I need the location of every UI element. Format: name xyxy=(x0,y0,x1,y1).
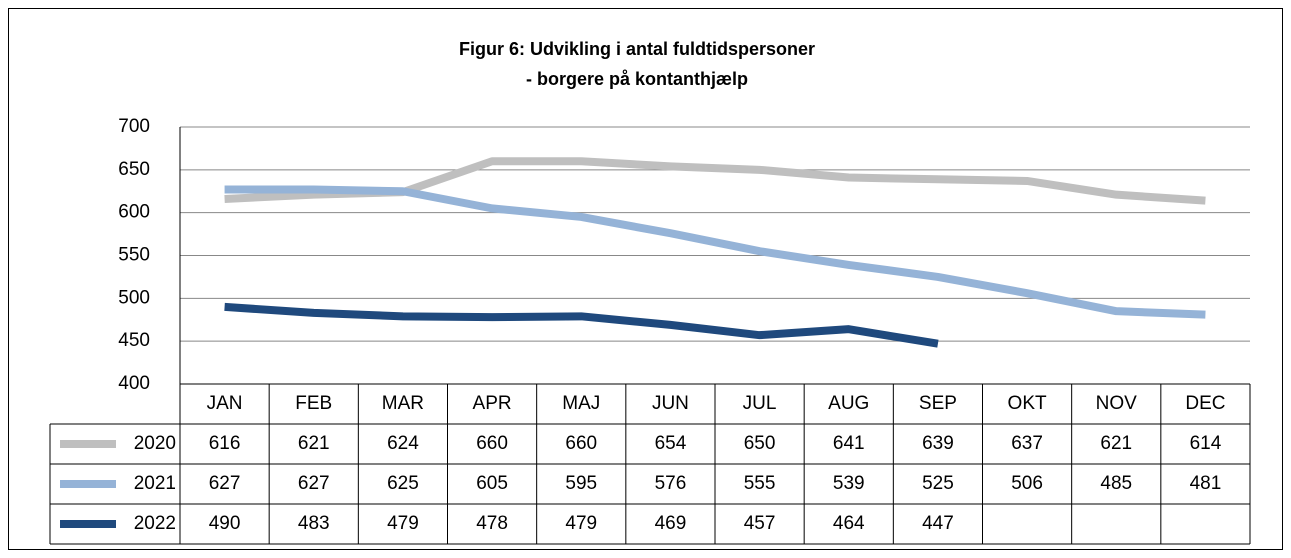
table-value: 525 xyxy=(922,473,954,494)
table-value: 614 xyxy=(1190,433,1222,454)
x-tick-label: DEC xyxy=(1185,393,1225,414)
series-line xyxy=(224,302,939,348)
table-value: 485 xyxy=(1100,473,1132,494)
y-tick-label: 600 xyxy=(118,202,150,223)
table-value: 479 xyxy=(387,513,419,534)
table-value: 481 xyxy=(1190,473,1222,494)
table-value: 595 xyxy=(565,473,597,494)
x-tick-label: AUG xyxy=(828,393,869,414)
table-value: 478 xyxy=(476,513,508,534)
table-value: 660 xyxy=(476,433,508,454)
legend-label: 2022 xyxy=(134,513,176,534)
x-tick-label: APR xyxy=(473,393,512,414)
y-tick-label: 700 xyxy=(118,116,150,137)
table-value: 627 xyxy=(298,473,330,494)
table-value: 660 xyxy=(565,433,597,454)
table-value: 469 xyxy=(655,513,687,534)
table-value: 637 xyxy=(1011,433,1043,454)
table-value: 654 xyxy=(655,433,687,454)
table-value: 639 xyxy=(922,433,954,454)
table-value: 479 xyxy=(565,513,597,534)
table-value: 464 xyxy=(833,513,865,534)
table-value: 625 xyxy=(387,473,419,494)
x-tick-label: SEP xyxy=(919,393,957,414)
x-tick-label: NOV xyxy=(1096,393,1138,414)
y-tick-label: 450 xyxy=(118,330,150,351)
y-tick-label: 550 xyxy=(118,245,150,266)
series-line xyxy=(224,185,1206,319)
x-tick-label: JAN xyxy=(207,393,243,414)
y-tick-label: 400 xyxy=(118,373,150,394)
table-value: 621 xyxy=(1100,433,1132,454)
table-value: 447 xyxy=(922,513,954,534)
chart-title: Figur 6: Udvikling i antal fuldtidsperso… xyxy=(459,39,815,59)
table-value: 490 xyxy=(209,513,241,534)
x-tick-label: JUL xyxy=(743,393,777,414)
chart-subtitle: - borgere på kontanthjælp xyxy=(526,69,748,89)
table-value: 555 xyxy=(744,473,776,494)
legend-label: 2020 xyxy=(134,433,176,454)
table-value: 539 xyxy=(833,473,865,494)
table-value: 621 xyxy=(298,433,330,454)
table-value: 650 xyxy=(744,433,776,454)
table-value: 506 xyxy=(1011,473,1043,494)
table-value: 624 xyxy=(387,433,419,454)
table-value: 605 xyxy=(476,473,508,494)
table-value: 483 xyxy=(298,513,330,534)
x-tick-label: JUN xyxy=(652,393,689,414)
table-value: 627 xyxy=(209,473,241,494)
table-value: 576 xyxy=(655,473,687,494)
table-value: 457 xyxy=(744,513,776,534)
y-tick-label: 500 xyxy=(118,287,150,308)
x-tick-label: MAR xyxy=(382,393,424,414)
legend-label: 2021 xyxy=(134,473,176,494)
x-tick-label: FEB xyxy=(295,393,332,414)
table-value: 616 xyxy=(209,433,241,454)
table-value: 641 xyxy=(833,433,865,454)
chart-frame xyxy=(8,8,1283,550)
x-tick-label: OKT xyxy=(1008,393,1047,414)
y-tick-label: 650 xyxy=(118,159,150,180)
x-tick-label: MAJ xyxy=(562,393,600,414)
